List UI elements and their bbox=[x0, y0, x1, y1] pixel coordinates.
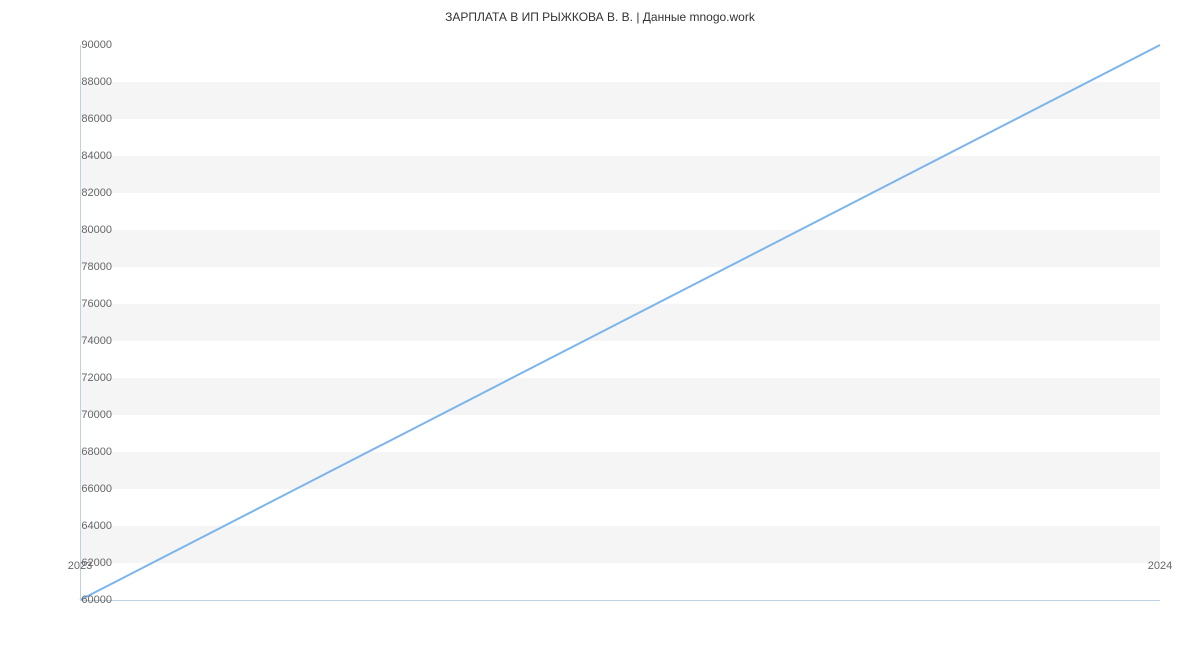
y-tick-label: 72000 bbox=[81, 372, 112, 384]
series-line bbox=[80, 45, 1160, 600]
y-tick-label: 74000 bbox=[81, 335, 112, 347]
x-tick-label: 2023 bbox=[68, 560, 92, 572]
y-tick-label: 90000 bbox=[81, 39, 112, 51]
y-tick-label: 60000 bbox=[81, 594, 112, 606]
y-axis-line bbox=[80, 45, 81, 600]
y-tick-label: 80000 bbox=[81, 224, 112, 236]
chart-title: ЗАРПЛАТА В ИП РЫЖКОВА В. В. | Данные mno… bbox=[0, 0, 1200, 24]
x-axis-line bbox=[80, 600, 1160, 601]
y-tick-label: 66000 bbox=[81, 483, 112, 495]
x-tick-label: 2024 bbox=[1148, 560, 1172, 572]
y-tick-label: 84000 bbox=[81, 150, 112, 162]
y-tick-label: 82000 bbox=[81, 187, 112, 199]
chart-line-svg bbox=[80, 45, 1160, 600]
y-tick-label: 86000 bbox=[81, 113, 112, 125]
y-tick-label: 78000 bbox=[81, 261, 112, 273]
y-tick-label: 70000 bbox=[81, 409, 112, 421]
chart-container bbox=[80, 45, 1160, 600]
y-tick-label: 88000 bbox=[81, 76, 112, 88]
y-tick-label: 68000 bbox=[81, 446, 112, 458]
y-tick-label: 64000 bbox=[81, 520, 112, 532]
y-tick-label: 76000 bbox=[81, 298, 112, 310]
